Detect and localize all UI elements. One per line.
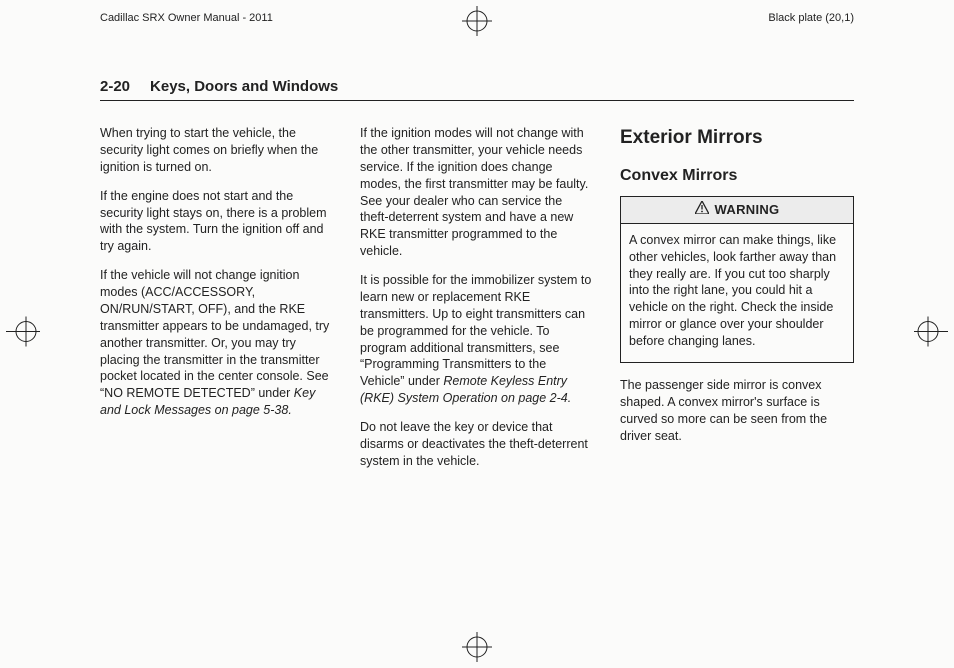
body-paragraph: When trying to start the vehicle, the se… [100, 125, 334, 176]
print-header: Cadillac SRX Owner Manual - 2011 Black p… [0, 12, 954, 24]
heading-1: Exterior Mirrors [620, 125, 854, 151]
heading-2: Convex Mirrors [620, 165, 854, 187]
header-rule [100, 100, 854, 101]
page-header: 2-20 Keys, Doors and Windows [100, 78, 854, 95]
header-right-text: Black plate (20,1) [768, 12, 854, 24]
body-paragraph: If the vehicle will not change ignition … [100, 267, 334, 419]
body-paragraph: It is possible for the immobilizer syste… [360, 272, 594, 407]
column-2: If the ignition modes will not change wi… [360, 125, 594, 588]
registration-mark-left [6, 317, 40, 352]
manual-page: Cadillac SRX Owner Manual - 2011 Black p… [0, 0, 954, 668]
warning-label: WARNING [715, 201, 780, 219]
body-paragraph: If the ignition modes will not change wi… [360, 125, 594, 260]
warning-header: WARNING [621, 197, 853, 224]
content-columns: When trying to start the vehicle, the se… [100, 125, 854, 588]
page-number: 2-20 [100, 78, 130, 95]
body-paragraph: If the engine does not start and the sec… [100, 188, 334, 256]
header-left-text: Cadillac SRX Owner Manual - 2011 [100, 12, 273, 24]
warning-triangle-icon [695, 201, 709, 219]
registration-mark-right [914, 317, 948, 352]
body-paragraph: The passenger side mirror is convex shap… [620, 377, 854, 445]
section-title: Keys, Doors and Windows [150, 78, 338, 95]
warning-box: WARNING A convex mirror can make things,… [620, 196, 854, 363]
body-text: It is possible for the immobilizer syste… [360, 273, 591, 388]
body-text: If the vehicle will not change ignition … [100, 268, 329, 400]
registration-mark-bottom [462, 632, 492, 662]
body-paragraph: Do not leave the key or device that disa… [360, 419, 594, 470]
warning-body: A convex mirror can make things, like ot… [621, 224, 853, 362]
column-3: Exterior Mirrors Convex Mirrors WARNING … [620, 125, 854, 588]
column-1: When trying to start the vehicle, the se… [100, 125, 334, 588]
